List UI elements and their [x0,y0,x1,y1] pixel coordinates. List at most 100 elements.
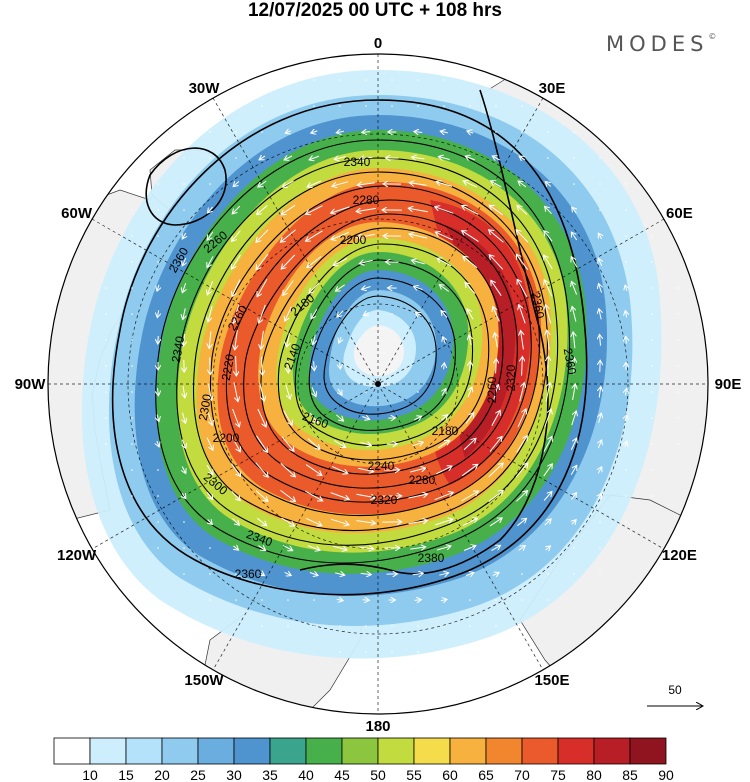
colorbar-swatch [53,737,91,765]
wind-arrow [437,258,452,267]
wind-arrow [332,545,347,550]
wind-arrow [409,234,428,239]
wind-arrow [465,282,476,294]
wind-arrow [256,229,269,243]
colorbar-tick-label: 20 [154,767,170,782]
wind-arrow [335,573,345,575]
wind-dot [365,79,367,81]
wind-dot [651,339,653,341]
wind-arrow [232,205,241,214]
wind-arrow [207,280,214,295]
colorbar-tick-label: 70 [514,767,530,782]
wind-arrow [232,518,240,525]
wind-arrow [465,573,474,576]
wind-arrow [206,437,213,451]
wind-arrow [408,520,428,523]
wind-arrow [408,208,428,213]
map-border [47,53,709,715]
wind-arrow [259,382,265,401]
wind-arrow [436,182,453,187]
wind-arrow [306,205,323,215]
wind-arrow [305,490,322,501]
wind-arrow [360,573,372,574]
contour-label: 2360 [561,347,579,376]
colorbar-tick-label: 60 [442,767,458,782]
wind-arrow [330,518,349,525]
wind-arrow [543,492,552,501]
wind-arrow [332,181,349,187]
wind-dot [313,79,315,81]
wind-arrow [544,280,553,297]
wind-arrow [518,181,527,188]
wind-dot [469,625,471,627]
contour-2160 [308,277,456,431]
wind-dot [677,391,679,393]
wind-arrow [410,547,425,549]
wind-arrow [334,440,345,448]
wind-arrow [231,435,241,452]
contour-2380 [299,89,549,575]
wind-arrow [362,132,371,133]
contour-label: 2360 [235,567,262,581]
wind-dot [417,79,419,81]
wind-arrow [333,258,348,266]
wind-arrow [409,183,427,186]
wind-dot [651,261,653,263]
wind-dot [573,157,575,159]
wind-arrow [307,256,322,268]
wind-arrow [517,518,526,527]
wind-arrow [340,362,341,369]
lon-label-120e: 120E [662,547,697,564]
wind-arrow [414,286,423,289]
wind-arrow [572,306,577,322]
wind-arrow [435,207,454,214]
wind-arrow [207,410,213,426]
wind-arrow [233,181,240,186]
wind-arrow [257,205,268,214]
lon-label-60w: 60W [61,205,93,222]
wind-dot [261,599,263,601]
wind-dot [391,79,393,81]
wind-arrow [570,438,576,451]
lon-label-150e: 150E [534,672,569,689]
wind-arrow [281,436,294,452]
wind-arrow [412,157,425,159]
wind-arrow [282,544,293,550]
wind-arrow [491,410,500,426]
wind-dot [183,547,185,549]
wind-arrow [331,231,350,239]
wind-arrow [412,442,424,446]
wind-dot [183,521,185,523]
contour-label: 2320 [371,493,398,507]
wind-dot [417,105,419,107]
colorbar-tick-label: 10 [82,767,98,782]
wind-arrow [625,441,627,447]
wind-arrow [435,519,453,526]
wind-arrow [305,464,322,476]
wind-dot [625,183,627,185]
wind-dot [365,391,367,393]
wind-arrow [436,546,451,551]
wind-dot [495,79,497,81]
wind-arrow [206,464,213,475]
colorbar-swatch [557,737,595,765]
contour-2220 [260,227,504,475]
wind-arrow [545,206,552,215]
wind-arrow [183,308,186,319]
wind-arrow [258,180,267,187]
wind-arrow [182,232,186,239]
wind-arrow [488,490,504,503]
north-pole-marker [375,381,381,387]
wind-arrow [233,382,238,401]
wind-arrow [572,207,577,214]
wind-arrow [331,465,348,473]
wind-dot [105,287,107,289]
wind-arrow [489,518,502,527]
wind-arrow [356,208,376,211]
contour-label: 2200 [213,431,240,445]
colorbar-tick-label: 75 [550,767,566,782]
wind-dot [313,599,315,601]
contour-2360-greenland [145,147,227,226]
wind-dot [131,469,133,471]
wind-arrow [488,463,503,478]
